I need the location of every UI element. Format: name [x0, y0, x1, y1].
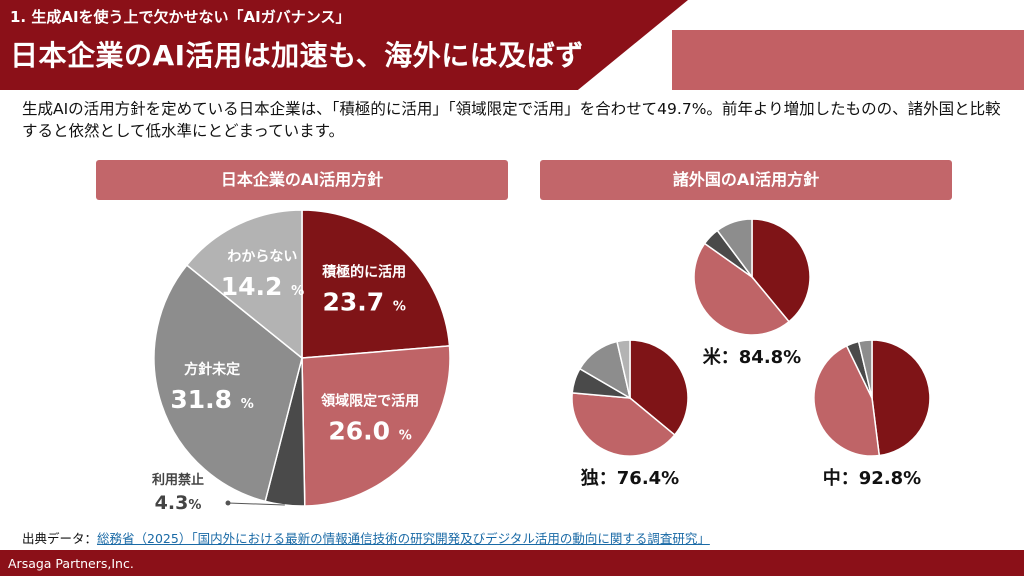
us-slice-3: [716, 218, 753, 280]
us-slice-0: [751, 218, 811, 323]
section-label: 1. 生成AIを使う上で欠かせない「AIガバナンス」: [10, 8, 351, 26]
china-caption: 中：92.8%: [823, 467, 921, 489]
japan-label-value-3: 31.8 %: [170, 385, 253, 414]
japan-label-unit-2: %: [188, 498, 201, 513]
germany-caption: 独：76.4%: [581, 467, 679, 489]
japan-label-unit-3: %: [241, 397, 254, 412]
japan-label-name-4: わからない: [227, 249, 297, 265]
japan-slice-3: [153, 264, 303, 503]
china-slice-0: [871, 339, 931, 457]
japan-label-value-0: 23.7 %: [322, 288, 405, 317]
page-title: 日本企業のAI活用は加速も、海外には及ばず: [10, 39, 584, 72]
japan-slice-1: [301, 345, 451, 507]
japan-slice-4: [185, 209, 303, 360]
chart-labels: 積極的に活用 23.7 % 領域限定で活用 26.0 % 方針未定 31.8 % わからない…: [152, 249, 921, 514]
japan-label-name-1: 領域限定で活用: [321, 393, 419, 410]
header-banner: [0, 0, 688, 90]
japan-label-unit-0: %: [393, 300, 406, 315]
germany-pie-chart: [571, 339, 689, 457]
japan-slice-0: [301, 209, 451, 359]
summary-text: 生成AIの活用方針を定めている日本企業は、「積極的に活用」「領域限定で活用」を合…: [22, 100, 1001, 140]
germany-slice-4: [616, 339, 631, 399]
japan-label-value-2: 4.3%: [155, 492, 202, 514]
japan-label-name-3: 方針未定: [184, 361, 240, 378]
germany-slice-0: [629, 339, 689, 437]
leader-dot: [225, 500, 231, 506]
china-slice-3: [857, 339, 873, 399]
japan-label-value-4: 14.2 %: [221, 272, 304, 301]
us-pie-chart: [693, 218, 811, 336]
header: 1. 生成AIを使う上で欠かせない「AIガバナンス」 日本企業のAI活用は加速も…: [0, 0, 1024, 90]
footer-company: Arsaga Partners,Inc.: [8, 556, 134, 571]
japan-label-unit-1: %: [399, 429, 412, 444]
source-link[interactable]: 総務省（2025）「国内外における最新の情報通信技術の研究開発及びデジタル活用の…: [97, 531, 710, 546]
footer-bar: [0, 550, 1024, 576]
source-citation: 出典データ：総務省（2025）「国内外における最新の情報通信技術の研究開発及びデ…: [22, 528, 710, 547]
china-slice-1: [813, 344, 881, 457]
us-slice-1: [693, 242, 791, 336]
germany-slice-1: [571, 392, 676, 457]
japan-label-unit-4: %: [291, 284, 304, 299]
japan-label-name-0: 積極的に活用: [321, 264, 406, 281]
japan-pie-chart: [153, 209, 451, 507]
china-pie-chart: [813, 339, 931, 457]
us-caption: 米：84.8%: [703, 346, 801, 368]
source-label: 出典データ：: [22, 531, 98, 546]
leader-line: [227, 502, 285, 506]
overseas-chart-title: 諸外国のAI活用方針: [540, 160, 952, 200]
japan-chart-title: 日本企業のAI活用方針: [96, 160, 508, 200]
japan-label-name-2: 利用禁止: [152, 472, 204, 488]
header-accent: [672, 30, 1024, 90]
japan-label-value-1: 26.0 %: [328, 417, 411, 446]
